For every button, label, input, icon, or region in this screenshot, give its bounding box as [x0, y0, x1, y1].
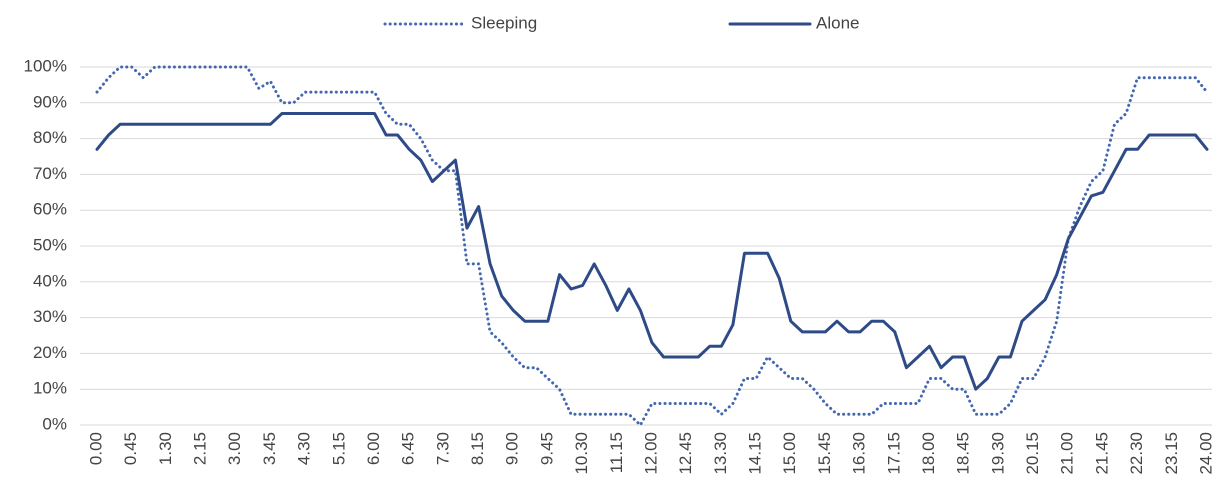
x-tick-label: 18.00 [919, 432, 938, 475]
x-tick-label: 24.00 [1196, 432, 1215, 475]
x-tick-label: 12.45 [676, 432, 695, 475]
x-tick-label: 10.30 [572, 432, 591, 475]
x-tick-label: 1.30 [156, 432, 175, 465]
y-tick-label: 90% [33, 92, 67, 111]
y-tick-label: 0% [42, 414, 67, 433]
x-tick-label: 6.45 [399, 432, 418, 465]
x-tick-label: 0.00 [86, 432, 105, 465]
y-tick-label: 30% [33, 307, 67, 326]
x-tick-label: 15.00 [780, 432, 799, 475]
x-tick-label: 9.45 [537, 432, 556, 465]
x-tick-label: 13.30 [711, 432, 730, 475]
x-tick-label: 15.45 [815, 432, 834, 475]
x-tick-label: 21.00 [1058, 432, 1077, 475]
x-tick-label: 8.15 [468, 432, 487, 465]
x-tick-label: 7.30 [433, 432, 452, 465]
y-tick-label: 70% [33, 164, 67, 183]
x-tick-label: 9.00 [503, 432, 522, 465]
x-tick-label: 20.15 [1023, 432, 1042, 475]
y-tick-label: 50% [33, 235, 67, 254]
legend-label: Alone [816, 13, 859, 32]
y-tick-label: 10% [33, 379, 67, 398]
x-tick-label: 12.00 [641, 432, 660, 475]
x-tick-label: 16.30 [850, 432, 869, 475]
x-tick-label: 2.15 [191, 432, 210, 465]
x-tick-label: 0.45 [121, 432, 140, 465]
x-tick-label: 3.45 [260, 432, 279, 465]
x-tick-label: 19.30 [988, 432, 1007, 475]
y-tick-label: 40% [33, 271, 67, 290]
series-line [95, 65, 1209, 427]
x-tick-label: 11.15 [607, 432, 626, 473]
legend-label: Sleeping [471, 13, 537, 32]
x-tick-label: 14.15 [746, 432, 765, 475]
y-tick-label: 100% [24, 56, 67, 75]
x-tick-label: 23.15 [1162, 432, 1181, 475]
y-tick-label: 20% [33, 343, 67, 362]
x-tick-label: 3.00 [225, 432, 244, 465]
x-tick-label: 21.45 [1092, 432, 1111, 475]
x-tick-label: 5.15 [329, 432, 348, 465]
x-tick-label: 6.00 [364, 432, 383, 465]
x-tick-label: 17.15 [884, 432, 903, 475]
x-tick-label: 4.30 [295, 432, 314, 465]
y-tick-label: 80% [33, 128, 67, 147]
series-line [95, 112, 1209, 391]
x-tick-label: 22.30 [1127, 432, 1146, 475]
x-tick-label: 18.45 [954, 432, 973, 475]
y-tick-label: 60% [33, 200, 67, 219]
